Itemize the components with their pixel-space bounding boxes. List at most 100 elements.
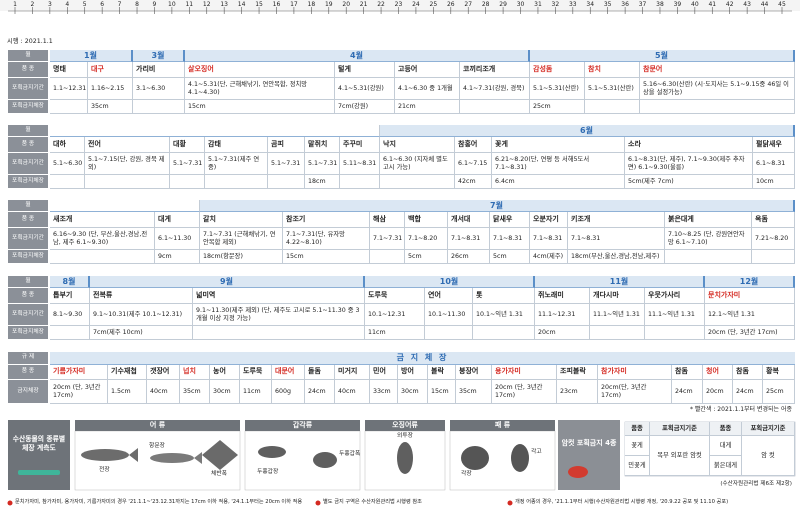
ruler-number: 2 <box>30 1 35 8</box>
month-header <box>50 200 200 212</box>
ruler-number: 33 <box>568 1 577 8</box>
period-cell: 7.1~8.31 <box>448 228 490 250</box>
size-cell: 30cm <box>398 380 428 404</box>
measure-label: 체반폭 <box>211 470 227 477</box>
species-cell: 옥돔 <box>752 212 795 228</box>
ruler-number: 34 <box>586 1 595 8</box>
ruler-number: 21 <box>359 1 368 8</box>
group-header: 오징어류 <box>365 420 445 431</box>
species-cell: 개다시마 <box>590 288 645 304</box>
period-cell: 1.16~2.15 <box>88 78 133 100</box>
month-header: 8월 <box>50 276 90 288</box>
species-cell: 주꾸미 <box>340 137 380 153</box>
ruler-number: 18 <box>307 1 316 8</box>
period-cell: 10.1~12.31 <box>365 304 425 326</box>
period-cell: 7.1~7.31 <box>370 228 405 250</box>
size-cell <box>50 100 88 114</box>
ruler-number: 13 <box>220 1 228 8</box>
row-label: 규 제 <box>8 352 48 365</box>
size-cell <box>268 175 305 189</box>
month-header: 10월 <box>365 276 535 288</box>
female-box <box>558 420 620 490</box>
month-header: 6월 <box>380 125 795 137</box>
row-label: 품 종 <box>8 212 48 228</box>
species-cell: 연어 <box>425 288 473 304</box>
period-cell: 5.1~7.15(단, 강원, 경북 제외) <box>85 153 170 175</box>
species-cell: 꽃게 <box>492 137 625 153</box>
period-cell: 5.11~8.31 <box>340 153 380 175</box>
size-cell <box>585 100 640 114</box>
row-label: 포획금지기간 <box>8 304 48 326</box>
month-header: 4월 <box>185 50 530 62</box>
size-cell <box>380 175 455 189</box>
note-bullet <box>507 500 513 506</box>
size-cell: 10cm <box>753 175 795 189</box>
size-cell: 15cm <box>185 100 335 114</box>
period-cell: 6.1~6.30 (지자체 별도 고시 가능) <box>380 153 455 175</box>
ruler-number: 37 <box>638 1 647 8</box>
period-cell: 6.1~8.31(단, 제주), 7.1~9.30(제주 추자면) 6.1~9.… <box>625 153 753 175</box>
ruler-number: 30 <box>516 1 525 8</box>
period-cell: 7.10~8.25 (단, 강원연안자망 6.1~7.10) <box>665 228 752 250</box>
period-cell: 4.1~6.30 중 1개월 <box>395 78 460 100</box>
ruler-number: 25 <box>429 1 438 8</box>
ruler-number: 6 <box>100 1 105 8</box>
row-label: 품 종 <box>8 62 48 78</box>
size-cell: 20cm (단, 3년간 17cm) <box>492 380 557 404</box>
size-title: 금 지 체 장 <box>50 352 795 365</box>
size-cell: 35cm <box>180 380 210 404</box>
species-cell: 참조기 <box>283 212 370 228</box>
size-cell <box>50 326 90 340</box>
species-cell: 말쥐치 <box>305 137 340 153</box>
group-header: 어 류 <box>75 420 240 431</box>
size-cell: 23cm <box>557 380 598 404</box>
period-cell: 6.21~8.20(단, 연평 등 서해5도서 7.1~8.31) <box>492 153 625 175</box>
ruler-number: 9 <box>152 1 157 8</box>
ruler-number: 27 <box>464 1 473 8</box>
size-cell: 35cm <box>88 100 133 114</box>
row-label: 품 종 <box>8 288 48 304</box>
row-label: 금지체장 <box>8 380 48 404</box>
fish-shape <box>150 453 194 463</box>
ruler-number: 44 <box>760 1 769 8</box>
species-cell: 대황 <box>170 137 205 153</box>
table-header: 포획금지기준 <box>650 422 710 436</box>
shell-shape <box>461 446 489 470</box>
species-cell: 기수재첩 <box>108 365 147 380</box>
period-cell: 10.1~익년 1.31 <box>473 304 535 326</box>
species-cell: 도루묵 <box>365 288 425 304</box>
effective-date: 시행 : 2021.1.1 <box>7 37 53 45</box>
size-cell: 15cm <box>428 380 456 404</box>
measure-label: 두흉갑장 <box>257 468 279 475</box>
species-cell: 코끼리조개 <box>460 62 530 78</box>
species-cell: 대문어 <box>272 365 305 380</box>
species-cell: 볼락 <box>428 365 456 380</box>
species-cell: 가리비 <box>133 62 185 78</box>
size-cell: 5cm(제주 7cm) <box>625 175 753 189</box>
ruler-number: 40 <box>691 1 699 8</box>
species-cell: 감태 <box>205 137 268 153</box>
size-cell <box>193 326 365 340</box>
measure-title: 수산동물의 종류별 체장 계측도 <box>12 435 66 452</box>
species-cell: 참문어 <box>640 62 795 78</box>
ruler-number: 28 <box>481 1 490 8</box>
size-cell: 33cm <box>370 380 398 404</box>
period-cell: 5.1~5.31(산란) <box>585 78 640 100</box>
ruler-number: 26 <box>446 1 455 8</box>
species-cell: 전복류 <box>90 288 193 304</box>
ruler-number: 1 <box>13 1 17 8</box>
row-label: 월 <box>8 50 48 62</box>
ruler-number: 17 <box>290 1 298 8</box>
ruler-number: 3 <box>47 1 52 8</box>
size-cell: 40cm <box>147 380 180 404</box>
species-cell: 넙치 <box>180 365 210 380</box>
species-cell: 오분자기 <box>530 212 568 228</box>
squid-shape <box>397 442 413 474</box>
ruler-number: 29 <box>499 1 507 8</box>
period-cell: 7.1~7.31(단, 유자망 4.22~8.10) <box>283 228 370 250</box>
row-label: 포획금지기간 <box>8 78 48 100</box>
row-label: 월 <box>8 200 48 212</box>
species-cell: 고등어 <box>395 62 460 78</box>
period-cell: 7.1~7.31 (근해채낚기, 연안복합 제외) <box>200 228 283 250</box>
